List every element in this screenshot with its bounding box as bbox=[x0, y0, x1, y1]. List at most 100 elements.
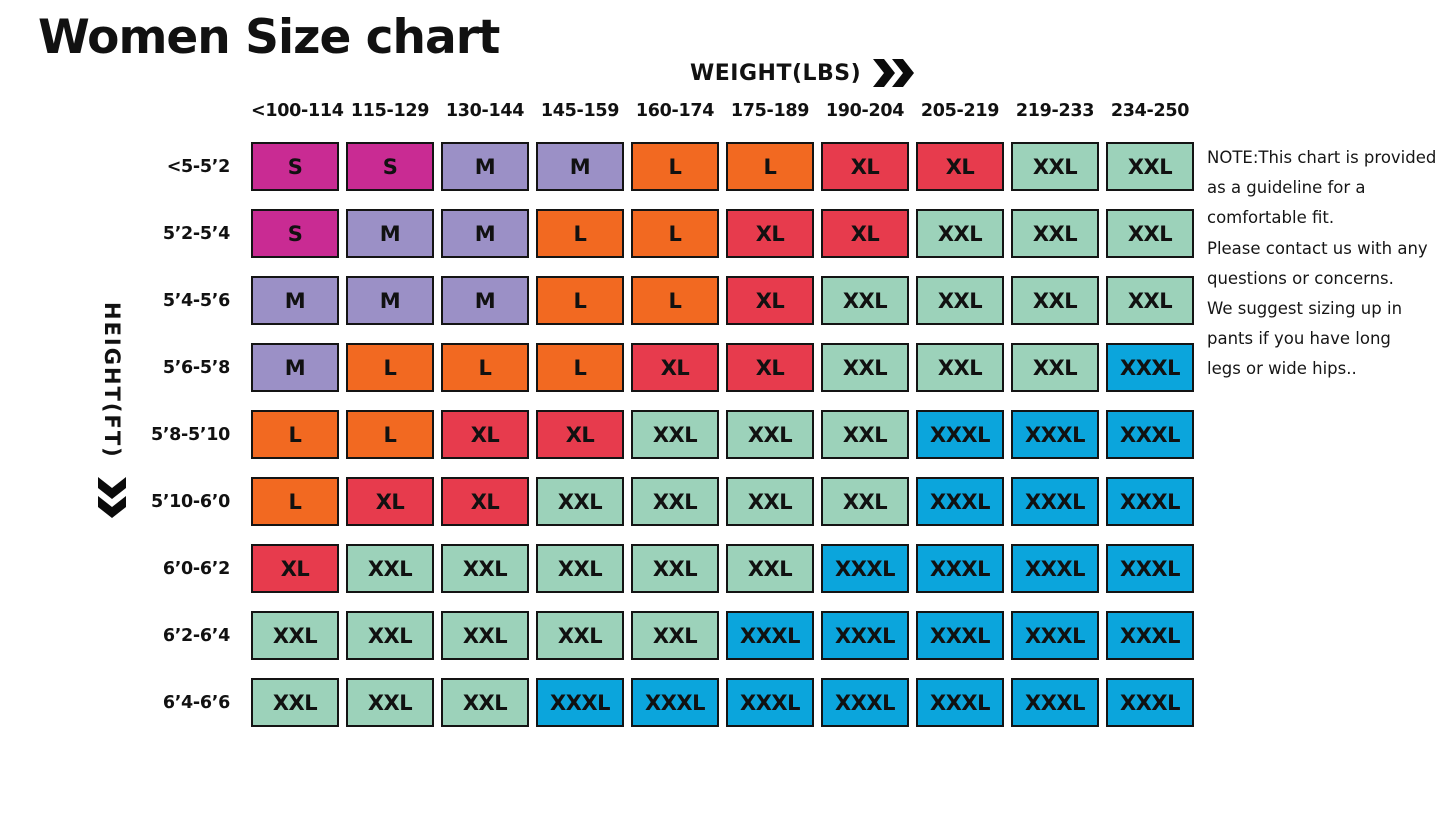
note-line: as a guideline for a bbox=[1207, 178, 1366, 198]
size-cell: XXL bbox=[631, 410, 719, 459]
height-row-label: 5’2-5’4 bbox=[162, 223, 230, 244]
size-cell: XXL bbox=[536, 477, 624, 526]
size-cell: XXL bbox=[821, 276, 909, 325]
size-cell: XL bbox=[251, 544, 339, 593]
size-cell: S bbox=[251, 142, 339, 191]
size-cell: XL bbox=[916, 142, 1004, 191]
note-line: legs or wide hips.. bbox=[1207, 359, 1357, 379]
size-cell: XXXL bbox=[631, 678, 719, 727]
size-cell: XXL bbox=[346, 611, 434, 660]
size-cell: XXL bbox=[536, 544, 624, 593]
size-cell: XXXL bbox=[916, 410, 1004, 459]
size-cell: L bbox=[346, 343, 434, 392]
height-row-label: 5’10-6’0 bbox=[150, 491, 230, 512]
size-cell: XXL bbox=[821, 410, 909, 459]
size-cell: XXXL bbox=[916, 678, 1004, 727]
size-cell: XL bbox=[726, 276, 814, 325]
size-cell: M bbox=[346, 209, 434, 258]
note-line: questions or concerns. bbox=[1207, 268, 1394, 288]
weight-column-header: 219-233 bbox=[1015, 101, 1095, 121]
size-cell: XXL bbox=[1011, 343, 1099, 392]
size-cell: M bbox=[251, 276, 339, 325]
size-cell: XXXL bbox=[1106, 343, 1194, 392]
height-axis: HEIGHT(FT) bbox=[86, 302, 138, 519]
size-cell: L bbox=[251, 477, 339, 526]
size-cell: XL bbox=[631, 343, 719, 392]
size-cell: XXL bbox=[346, 678, 434, 727]
weight-column-header: 190-204 bbox=[825, 101, 905, 121]
size-cell: XXL bbox=[1106, 142, 1194, 191]
size-cell: L bbox=[631, 209, 719, 258]
height-row-label: 5’6-5’8 bbox=[162, 357, 230, 378]
size-cell: M bbox=[346, 276, 434, 325]
height-row-label: 5’4-5’6 bbox=[162, 290, 230, 311]
size-cell: XL bbox=[726, 343, 814, 392]
size-cell: L bbox=[251, 410, 339, 459]
size-cell: XXXL bbox=[916, 611, 1004, 660]
size-cell: XXL bbox=[536, 611, 624, 660]
note-line: NOTE:This chart is provided bbox=[1207, 148, 1437, 167]
weight-column-header: 175-189 bbox=[730, 101, 810, 121]
size-cell: XXXL bbox=[726, 611, 814, 660]
size-cell: XL bbox=[821, 209, 909, 258]
size-cell: XL bbox=[821, 142, 909, 191]
note-line: pants if you have long bbox=[1207, 329, 1391, 349]
size-cell: XXL bbox=[441, 678, 529, 727]
weight-column-header: 130-144 bbox=[445, 101, 525, 121]
size-cell: XXXL bbox=[1011, 477, 1099, 526]
size-cell: XXXL bbox=[1106, 410, 1194, 459]
note-line: We suggest sizing up in bbox=[1207, 299, 1403, 319]
size-cell: L bbox=[346, 410, 434, 459]
weight-column-header: <100-114 bbox=[251, 101, 344, 121]
weight-axis-label: WEIGHT(LBS) bbox=[690, 60, 862, 86]
size-cell: XXXL bbox=[1106, 678, 1194, 727]
size-cell: XXL bbox=[916, 343, 1004, 392]
size-cell: XXXL bbox=[1106, 611, 1194, 660]
note-text: NOTE:This chart is provided as a guideli… bbox=[1207, 143, 1436, 385]
size-cell: XXL bbox=[1011, 142, 1099, 191]
size-cell: XXL bbox=[441, 544, 529, 593]
size-cell: XXL bbox=[441, 611, 529, 660]
size-cell: XXL bbox=[251, 611, 339, 660]
size-cell: XXL bbox=[726, 410, 814, 459]
size-cell: XXXL bbox=[916, 544, 1004, 593]
weight-column-header: 160-174 bbox=[635, 101, 715, 121]
size-cell: XXL bbox=[1011, 209, 1099, 258]
size-cell: XXL bbox=[346, 544, 434, 593]
size-cell: M bbox=[536, 142, 624, 191]
weight-column-header: 115-129 bbox=[350, 101, 430, 121]
size-cell: XXL bbox=[1011, 276, 1099, 325]
size-cell: XXL bbox=[631, 477, 719, 526]
height-row-label: 6’0-6’2 bbox=[162, 558, 230, 579]
size-cell: S bbox=[251, 209, 339, 258]
size-cell: XXXL bbox=[1011, 544, 1099, 593]
height-row-label: 5’8-5’10 bbox=[150, 424, 230, 445]
size-cell: L bbox=[441, 343, 529, 392]
page-title: Women Size chart bbox=[38, 10, 500, 65]
height-row-label: <5-5’2 bbox=[166, 156, 231, 177]
size-cell: XXL bbox=[821, 477, 909, 526]
weight-column-header: 145-159 bbox=[540, 101, 620, 121]
height-row-label: 6’2-6’4 bbox=[162, 625, 230, 646]
size-cell: XL bbox=[536, 410, 624, 459]
size-cell: XXXL bbox=[1011, 611, 1099, 660]
size-cell: XL bbox=[441, 410, 529, 459]
size-cell: XXL bbox=[726, 477, 814, 526]
size-cell: L bbox=[631, 276, 719, 325]
weight-axis: WEIGHT(LBS) bbox=[690, 58, 915, 88]
size-cell: XL bbox=[726, 209, 814, 258]
size-cell: XXXL bbox=[916, 477, 1004, 526]
size-cell: XXXL bbox=[1106, 477, 1194, 526]
double-chevron-right-icon bbox=[873, 59, 915, 87]
size-cell: XL bbox=[441, 477, 529, 526]
height-row-label: 6’4-6’6 bbox=[162, 692, 230, 713]
size-cell: XXXL bbox=[1011, 678, 1099, 727]
weight-column-header: 205-219 bbox=[920, 101, 1000, 121]
size-cell: M bbox=[441, 142, 529, 191]
size-cell: XXL bbox=[631, 544, 719, 593]
size-cell: XXXL bbox=[1106, 544, 1194, 593]
note-line: Please contact us with any bbox=[1207, 238, 1428, 258]
size-cell: XXXL bbox=[1011, 410, 1099, 459]
size-cell: XXXL bbox=[536, 678, 624, 727]
